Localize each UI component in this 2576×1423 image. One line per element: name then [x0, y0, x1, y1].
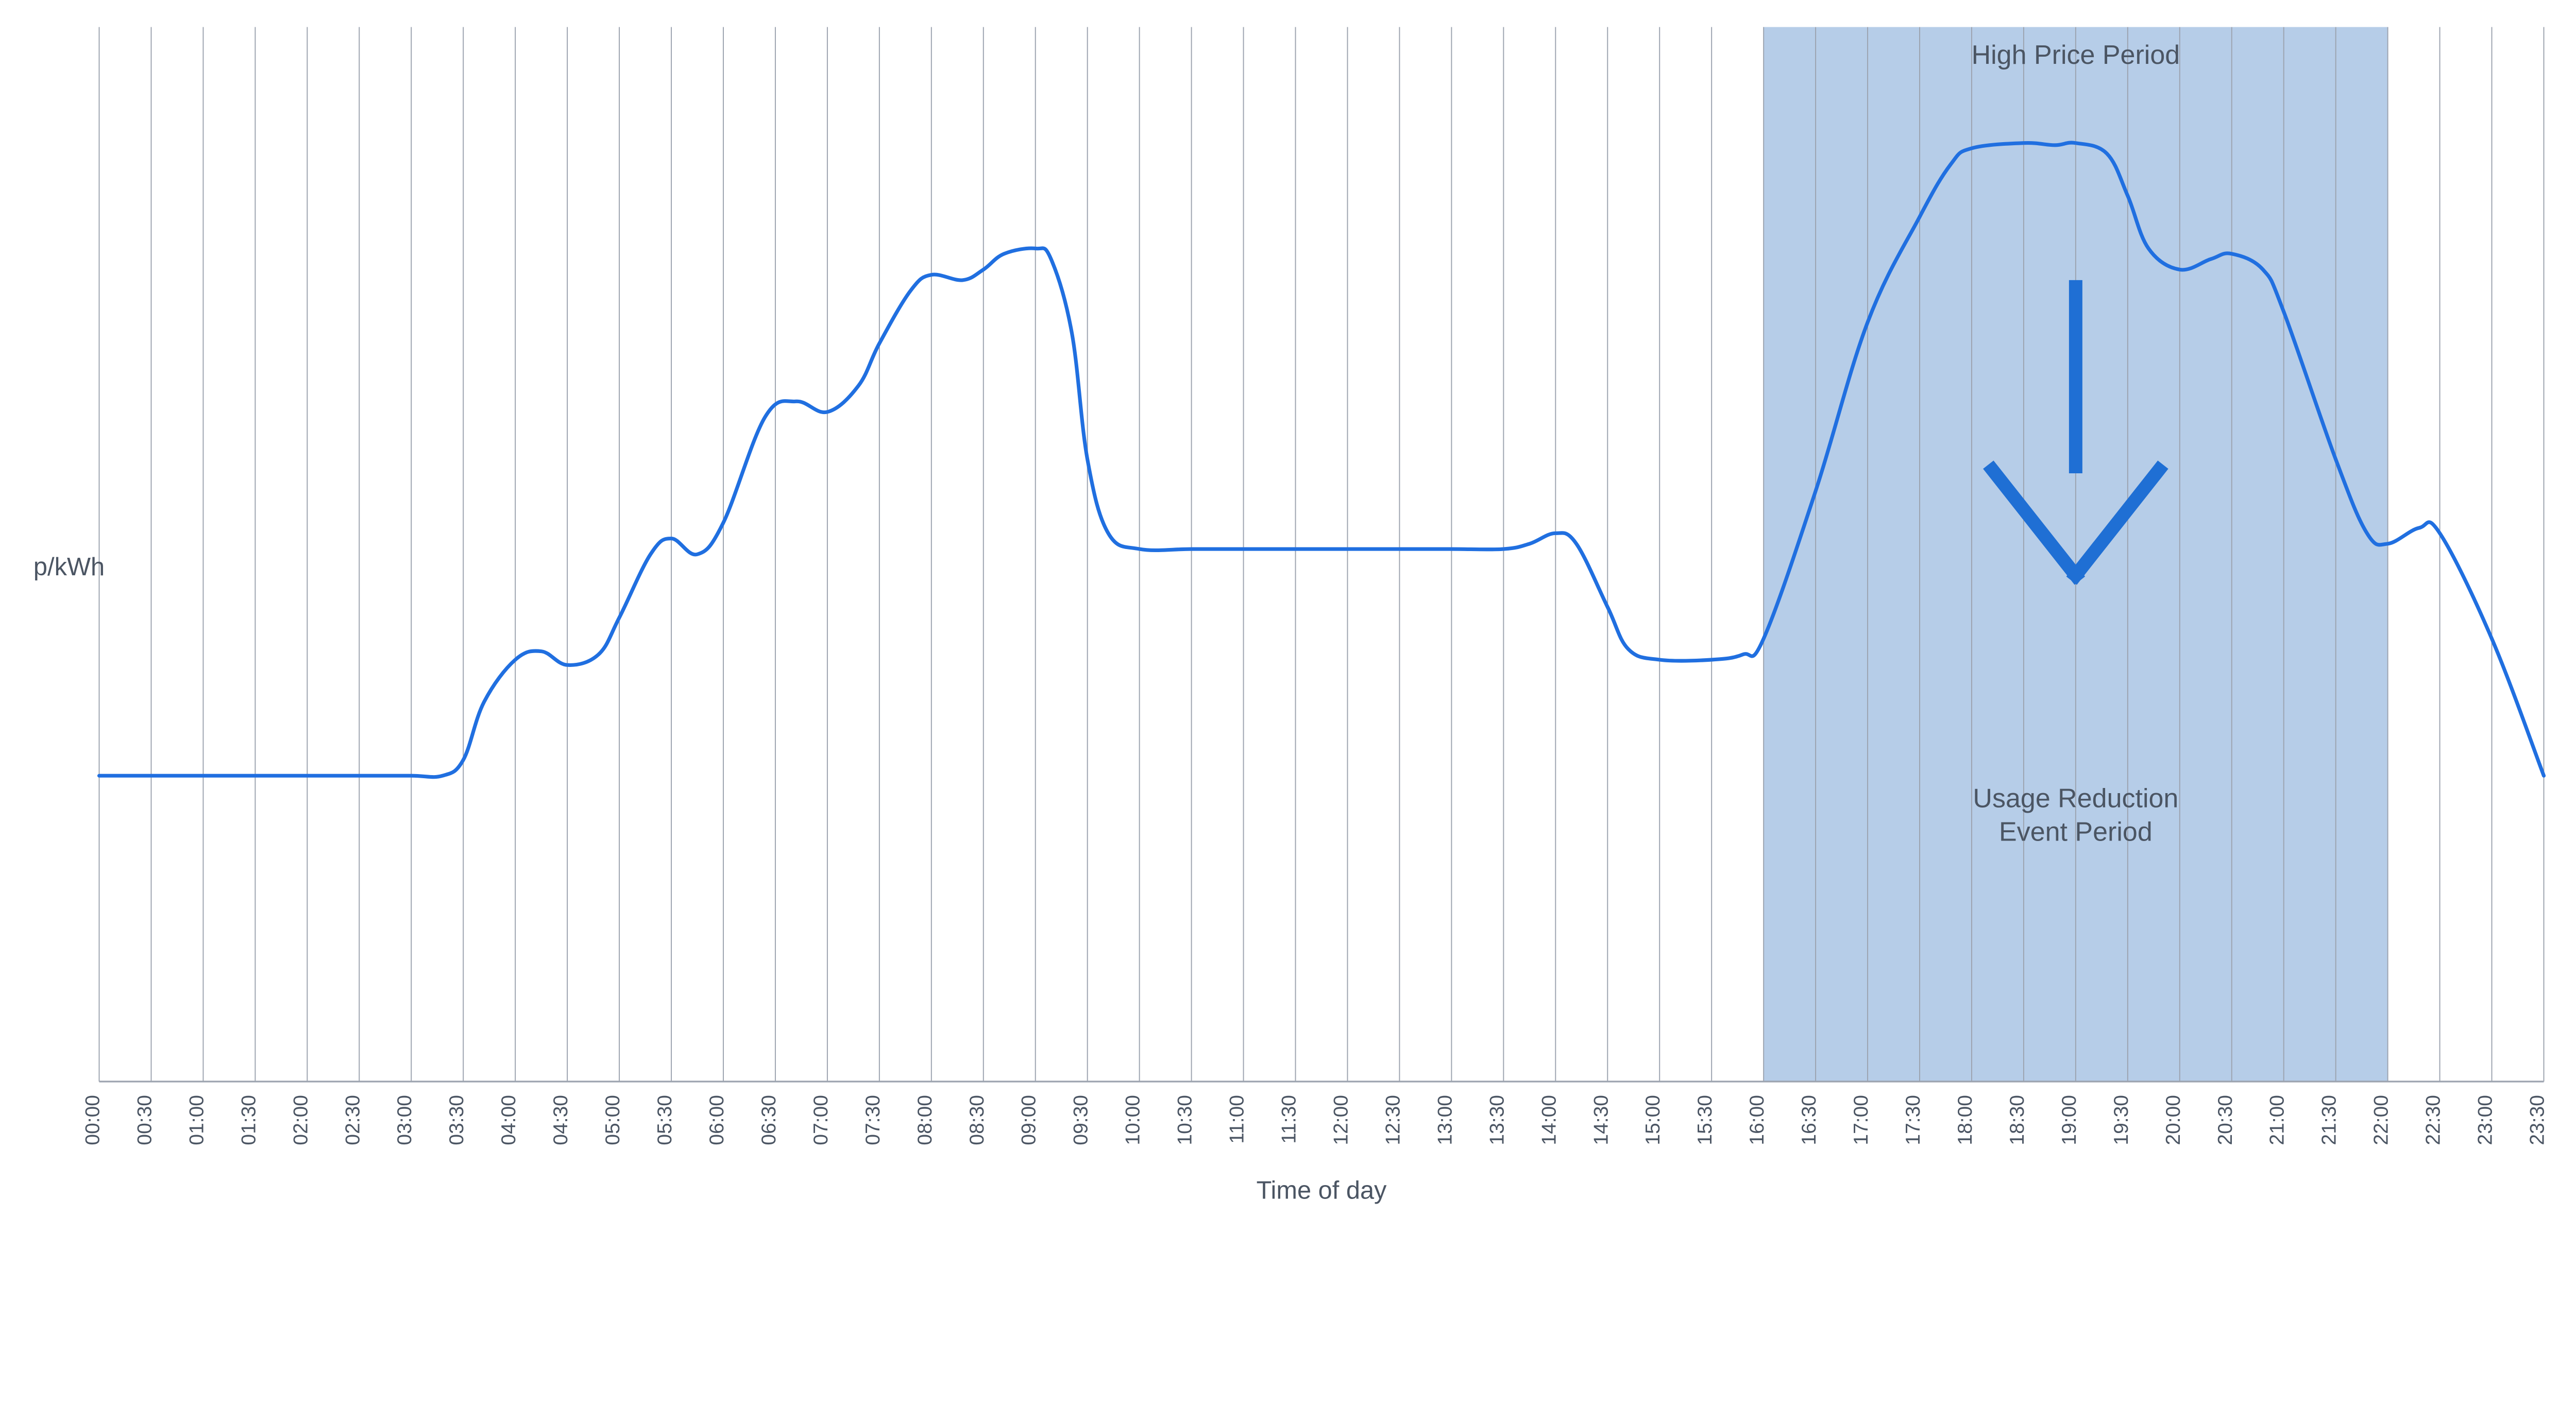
x-tick-label: 23:30: [2527, 1095, 2549, 1145]
x-tick-label: 02:30: [342, 1095, 364, 1145]
x-tick-label: 04:30: [550, 1095, 572, 1145]
x-tick-label: 18:30: [2006, 1095, 2028, 1145]
usage-reduction-label-2: Event Period: [1999, 817, 2153, 847]
x-tick-label: 08:00: [914, 1095, 936, 1145]
x-tick-label: 16:00: [1746, 1095, 1768, 1145]
x-tick-label: 17:00: [1850, 1095, 1872, 1145]
x-tick-label: 20:00: [2162, 1095, 2184, 1145]
x-tick-label: 16:30: [1798, 1095, 1820, 1145]
chart-container: 00:00 00:30 01:00 01:30 02:00 02:30 03:00 03:30…: [0, 0, 2576, 1264]
x-tick-label: 01:30: [238, 1095, 260, 1145]
x-tick-label: 12:30: [1382, 1095, 1404, 1145]
x-tick-label: 13:00: [1434, 1095, 1456, 1145]
x-tick-label: 01:00: [185, 1095, 208, 1145]
x-tick-label: 12:00: [1330, 1095, 1352, 1145]
x-tick-label: 07:30: [862, 1095, 884, 1145]
x-tick-label: 17:30: [1902, 1095, 1924, 1145]
x-tick-label: 20:30: [2214, 1095, 2236, 1145]
x-tick-label: 23:00: [2475, 1095, 2497, 1145]
x-tick-label: 22:30: [2422, 1095, 2445, 1145]
x-tick-label: 15:30: [1694, 1095, 1716, 1145]
x-tick-label: 06:30: [758, 1095, 780, 1145]
x-tick-label: 03:00: [394, 1095, 416, 1145]
high-price-label: High Price Period: [1972, 40, 2180, 70]
x-tick-label: 02:00: [290, 1095, 312, 1145]
usage-reduction-label-1: Usage Reduction: [1973, 784, 2178, 814]
x-tick-label: 11:30: [1278, 1095, 1300, 1144]
x-tick-label: 09:30: [1070, 1095, 1092, 1145]
x-tick-label: 05:00: [602, 1095, 624, 1145]
x-tick-label: 00:00: [82, 1095, 104, 1145]
x-tick-label: 05:30: [654, 1095, 676, 1145]
x-tick-label: 03:30: [446, 1095, 468, 1145]
x-tick-label: 22:00: [2370, 1095, 2393, 1145]
x-tick-label: 04:00: [498, 1095, 520, 1145]
x-tick-label: 21:30: [2318, 1095, 2341, 1145]
price-chart: 00:00 00:30 01:00 01:30 02:00 02:30 03:00 03:30…: [15, 10, 2561, 1249]
x-tick-label: 11:00: [1226, 1095, 1248, 1144]
x-tick-label: 00:30: [133, 1095, 156, 1145]
x-tick-label: 14:00: [1538, 1095, 1560, 1145]
y-axis-label: p/kWh: [33, 553, 105, 581]
x-axis-label: Time of day: [1257, 1177, 1387, 1205]
x-tick-label: 19:30: [2110, 1095, 2132, 1145]
x-tick-label: 15:00: [1642, 1095, 1664, 1145]
x-tick-label: 10:30: [1174, 1095, 1196, 1145]
x-tick-label: 19:00: [2058, 1095, 2080, 1145]
x-tick-label: 06:00: [706, 1095, 728, 1145]
x-tick-label: 10:00: [1122, 1095, 1144, 1145]
x-tick-label: 13:30: [1486, 1095, 1508, 1145]
x-tick-label: 21:00: [2266, 1095, 2289, 1145]
x-tick-label: 09:00: [1018, 1095, 1040, 1145]
x-tick-label: 18:00: [1954, 1095, 1976, 1145]
x-tick-label: 08:30: [966, 1095, 988, 1145]
x-tick-label: 07:00: [810, 1095, 832, 1145]
x-tick-label: 14:30: [1590, 1095, 1612, 1145]
